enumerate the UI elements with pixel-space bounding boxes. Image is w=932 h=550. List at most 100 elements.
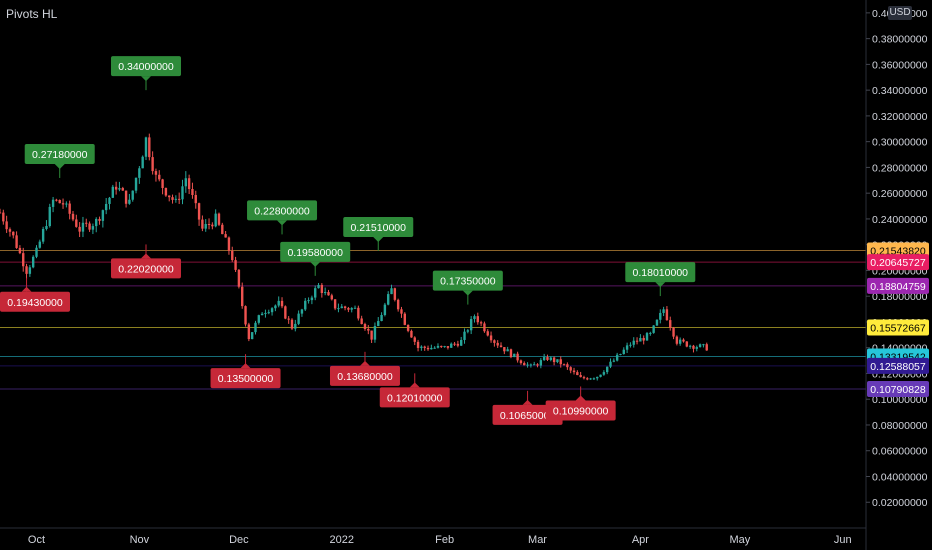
x-tick-label: Mar: [528, 534, 547, 546]
pivot-value: 0.13500000: [218, 373, 274, 385]
y-tick-label: 0.04000000: [872, 471, 928, 483]
candle-body: [131, 190, 134, 200]
candle-body: [642, 337, 645, 341]
candle-body: [678, 339, 682, 344]
candle-body: [582, 377, 586, 379]
candle-body: [290, 319, 294, 329]
level-price-tag: 0.20645727: [867, 254, 929, 271]
candle-body: [287, 318, 290, 320]
candle-body: [31, 256, 35, 268]
candle-body: [55, 199, 58, 201]
x-tick-label: 2022: [330, 534, 354, 546]
candle-body: [662, 309, 665, 313]
candle-body: [672, 327, 675, 337]
candle-body: [476, 316, 479, 323]
candle-body: [88, 223, 91, 230]
candle-body: [695, 347, 698, 349]
candle-body: [211, 224, 214, 227]
candle-body: [310, 297, 314, 301]
candle-body: [698, 344, 702, 348]
candle-body: [254, 322, 257, 333]
candle-body: [692, 345, 695, 349]
y-axis-panel[interactable]: [866, 0, 932, 550]
y-tick-label: 0.36000000: [872, 59, 928, 71]
candle-body: [214, 213, 217, 227]
x-tick-label: Jun: [834, 534, 852, 546]
candle-body: [566, 364, 569, 368]
level-tag-value: 0.21543820: [870, 246, 926, 258]
candle-body: [237, 269, 241, 287]
candle-body: [12, 231, 15, 236]
candle-body: [629, 344, 632, 346]
candle-body: [370, 330, 373, 340]
candle-body: [532, 364, 536, 366]
candle-body: [463, 331, 466, 340]
level-price-tag: 0.10790828: [867, 381, 929, 398]
level-tag-value: 0.12588057: [870, 361, 926, 373]
candle-body: [25, 266, 28, 274]
candle-body: [483, 323, 486, 332]
candle-body: [71, 213, 75, 220]
level-price-tag: 0.15572667: [867, 319, 929, 336]
candle-body: [546, 357, 549, 360]
candle-body: [655, 319, 659, 326]
pivot-box: [0, 291, 70, 312]
pivot-value: 0.27180000: [32, 149, 88, 161]
candle-body: [519, 360, 523, 364]
level-tag-value: 0.10790828: [870, 384, 926, 396]
candle-body: [347, 308, 350, 310]
pivot-box: [110, 258, 181, 279]
candle-body: [373, 326, 377, 340]
candle-body: [277, 300, 280, 306]
y-tick-label: 0.24000000: [872, 214, 928, 226]
pivot-pointer: [54, 163, 65, 169]
candle-body: [542, 357, 546, 361]
candle-body: [596, 376, 599, 379]
candle-body: [231, 250, 234, 261]
pivot-value: 0.19580000: [287, 247, 343, 259]
candle-body: [343, 306, 347, 309]
currency-badge[interactable]: USD: [888, 6, 912, 20]
candle-body: [410, 330, 413, 338]
candle-body: [158, 174, 161, 180]
candle-body: [682, 339, 685, 342]
candle-body: [300, 309, 304, 314]
pivot-value: 0.22800000: [254, 205, 310, 217]
candle-body: [350, 308, 353, 310]
x-tick-label: Nov: [130, 534, 150, 546]
candle-body: [81, 222, 85, 232]
candle-body: [460, 339, 463, 346]
y-tick-label: 0.18000000: [872, 291, 928, 303]
candle-body: [406, 324, 410, 331]
candle-body: [473, 316, 476, 320]
y-tick-label: 0.26000000: [872, 188, 928, 200]
candle-body: [466, 330, 470, 332]
candle-body: [8, 229, 12, 232]
candle-body: [496, 342, 499, 346]
y-tick-label: 0.28000000: [872, 162, 928, 174]
candle-body: [234, 260, 237, 270]
pivot-box: [329, 365, 400, 386]
pivot-high-label: 0.18010000: [625, 262, 696, 297]
candle-body: [48, 206, 51, 227]
candle-body: [151, 157, 154, 172]
candle-body: [18, 247, 22, 254]
candle-body: [2, 212, 5, 222]
x-tick-label: Feb: [435, 534, 454, 546]
candle-body: [181, 186, 184, 200]
candle-body: [413, 337, 416, 342]
candle-body: [174, 198, 178, 200]
candle-body: [260, 313, 264, 316]
pivot-box: [625, 262, 696, 283]
candle-body: [499, 345, 503, 348]
y-tick-label: 0.06000000: [872, 446, 928, 458]
candle-body: [430, 347, 433, 350]
candle-body: [509, 349, 513, 358]
y-tick-label: 0.10000000: [872, 394, 928, 406]
level-tag-bg: [867, 381, 929, 398]
candle-body: [493, 340, 496, 343]
candle-body: [35, 247, 38, 257]
pivot-labels: 0.27180000 0.34000000 0.22800000 0.19580000…: [0, 56, 696, 425]
